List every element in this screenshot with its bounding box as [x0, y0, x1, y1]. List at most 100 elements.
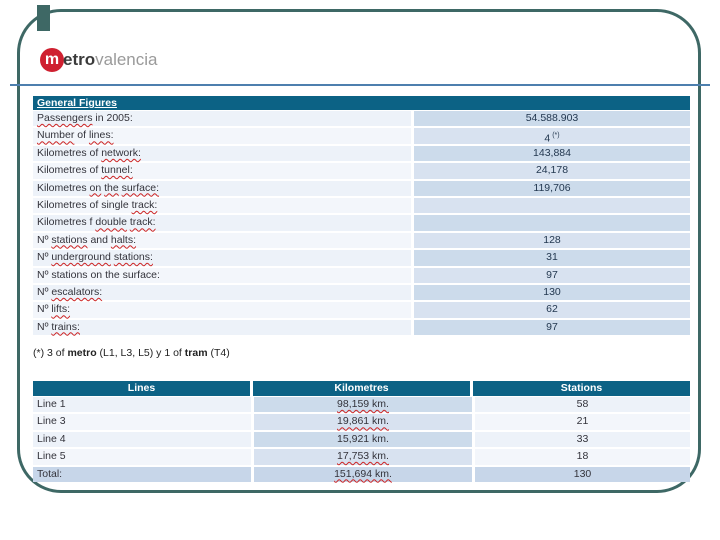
value-footnote-marker: (*) — [550, 132, 560, 140]
row-label: Kilometres of tunnel: — [33, 163, 411, 179]
label-word: Kilometres — [37, 198, 87, 211]
label-word: lifts: — [51, 303, 71, 316]
row-value: 97 — [414, 267, 690, 283]
footnote: (*) 3 of metro (L1, L3, L5) y 1 of tram … — [33, 347, 230, 359]
table-row: Line 5 17,753 km. 18 — [33, 449, 690, 465]
stations-cell: 58 — [475, 397, 690, 413]
label-word: the — [105, 268, 120, 281]
label-word: Number — [37, 129, 75, 142]
row-label: Nº stations on the surface: — [33, 267, 411, 283]
label-word: of — [89, 146, 99, 159]
label-word: Kilometres — [37, 164, 87, 177]
label-word: of — [77, 129, 87, 142]
label-word: trains: — [51, 320, 80, 333]
row-value: 24,178 — [414, 163, 690, 179]
kilometres-cell: 17,753 km. — [254, 449, 472, 465]
row-label: Nº trains: — [33, 319, 411, 336]
row-value: 143,884 — [414, 145, 690, 162]
kilometres-cell: 98,159 km. — [254, 397, 472, 413]
label-word: lines: — [88, 129, 114, 142]
table-row: Nº stations and halts: 128 — [33, 232, 690, 249]
divider-line — [10, 84, 710, 86]
row-label: Number of lines: — [33, 128, 411, 144]
corner-tab — [37, 5, 50, 31]
label-word: network: — [101, 146, 141, 159]
kilometres-value: 151,694 km. — [334, 467, 392, 480]
table-row: Nº trains: 97 — [33, 319, 690, 336]
table-row: Kilometres f double track: — [33, 215, 690, 231]
label-word: f — [89, 216, 93, 229]
label-word: Kilometres — [37, 216, 87, 229]
label-word: the — [104, 181, 119, 194]
row-value: 4 (*) — [414, 128, 690, 145]
kilometres-cell: 19,861 km. — [254, 414, 472, 430]
kilometres-value: 98,159 km. — [337, 398, 389, 410]
logo-text-metro: etro — [63, 50, 96, 69]
row-value: 130 — [414, 284, 690, 301]
row-value: 97 — [414, 319, 690, 336]
table-row: Nº underground stations: 31 — [33, 250, 690, 266]
line-name-cell: Line 4 — [33, 431, 251, 448]
label-word: escalators: — [51, 285, 103, 298]
label-word: Nº — [37, 268, 49, 281]
table-row: Kilometres of network: 143,884 — [33, 145, 690, 162]
column-header: Lines — [33, 381, 250, 396]
label-word: 2005: — [106, 112, 133, 124]
kilometres-cell: 151,694 km. — [254, 466, 472, 482]
general-figures-header: General Figures — [33, 96, 690, 110]
table-row: Number of lines: 4 (*) — [33, 128, 690, 145]
footnote-bold-word: metro — [67, 347, 97, 359]
kilometres-cell: 15,921 km. — [254, 431, 472, 448]
column-header: Stations — [473, 381, 690, 396]
label-word: stations — [51, 233, 88, 246]
label-word: and — [90, 233, 108, 246]
stations-cell: 130 — [475, 466, 690, 482]
label-word: single — [101, 198, 129, 211]
table-row: Line 3 19,861 km. 21 — [33, 414, 690, 430]
row-label: Nº escalators: — [33, 284, 411, 301]
column-header: Kilometres — [253, 381, 470, 396]
general-figures-table: General Figures Passengers in 2005: 54.5… — [33, 96, 690, 337]
row-value — [414, 197, 690, 214]
label-word: on — [90, 268, 103, 281]
lines-table-header-row: Lines Kilometres Stations — [33, 381, 690, 396]
row-label: Kilometres f double track: — [33, 215, 411, 231]
line-name-cell: Total: — [33, 466, 251, 482]
label-word: Passengers — [37, 112, 93, 124]
table-row: Total: 151,694 km. 130 — [33, 466, 690, 482]
footnote-text: (L1, L3, L5) y 1 of — [96, 347, 185, 359]
lines-table: Lines Kilometres Stations Line 1 98,159 km.… — [33, 381, 690, 484]
row-value: 62 — [414, 302, 690, 318]
footnote-bold-word: tram — [184, 347, 208, 359]
logo-text-valencia: valencia — [95, 50, 158, 69]
table-row: Kilometres on the surface: 119,706 — [33, 180, 690, 196]
label-word: Nº — [37, 285, 49, 298]
table-row: Nº stations on the surface: 97 — [33, 267, 690, 283]
table-row: Line 4 15,921 km. 33 — [33, 431, 690, 448]
table-row: Passengers in 2005: 54.588.903 — [33, 111, 690, 127]
label-word: tunnel: — [101, 164, 133, 177]
table-row: Kilometres of single track: — [33, 197, 690, 214]
row-label: Kilometres of single track: — [33, 197, 411, 214]
row-value: 128 — [414, 232, 690, 249]
label-word: Nº — [37, 303, 49, 316]
logo-m-icon: m — [40, 48, 64, 72]
row-label: Nº underground stations: — [33, 250, 411, 266]
row-label: Kilometres on the surface: — [33, 180, 411, 196]
kilometres-value: 19,861 km. — [337, 415, 389, 428]
row-value: 31 — [414, 250, 690, 266]
row-value — [414, 215, 690, 231]
label-word: underground — [51, 251, 111, 264]
metrovalencia-logo: m etro valencia — [40, 47, 158, 73]
general-figures-rows: Passengers in 2005: 54.588.903 Number of … — [33, 111, 690, 336]
row-label: Nº stations and halts: — [33, 232, 411, 249]
line-name-cell: Line 5 — [33, 449, 251, 465]
lines-table-rows: Line 1 98,159 km. 58 Line 3 19,861 km. 21 Line… — [33, 397, 690, 482]
line-name-cell: Line 1 — [33, 397, 251, 413]
stations-cell: 21 — [475, 414, 690, 430]
row-value: 119,706 — [414, 180, 690, 196]
table-row: Line 1 98,159 km. 58 — [33, 397, 690, 413]
label-word: stations: — [113, 251, 153, 264]
footnote-text: (*) 3 of — [33, 347, 68, 359]
